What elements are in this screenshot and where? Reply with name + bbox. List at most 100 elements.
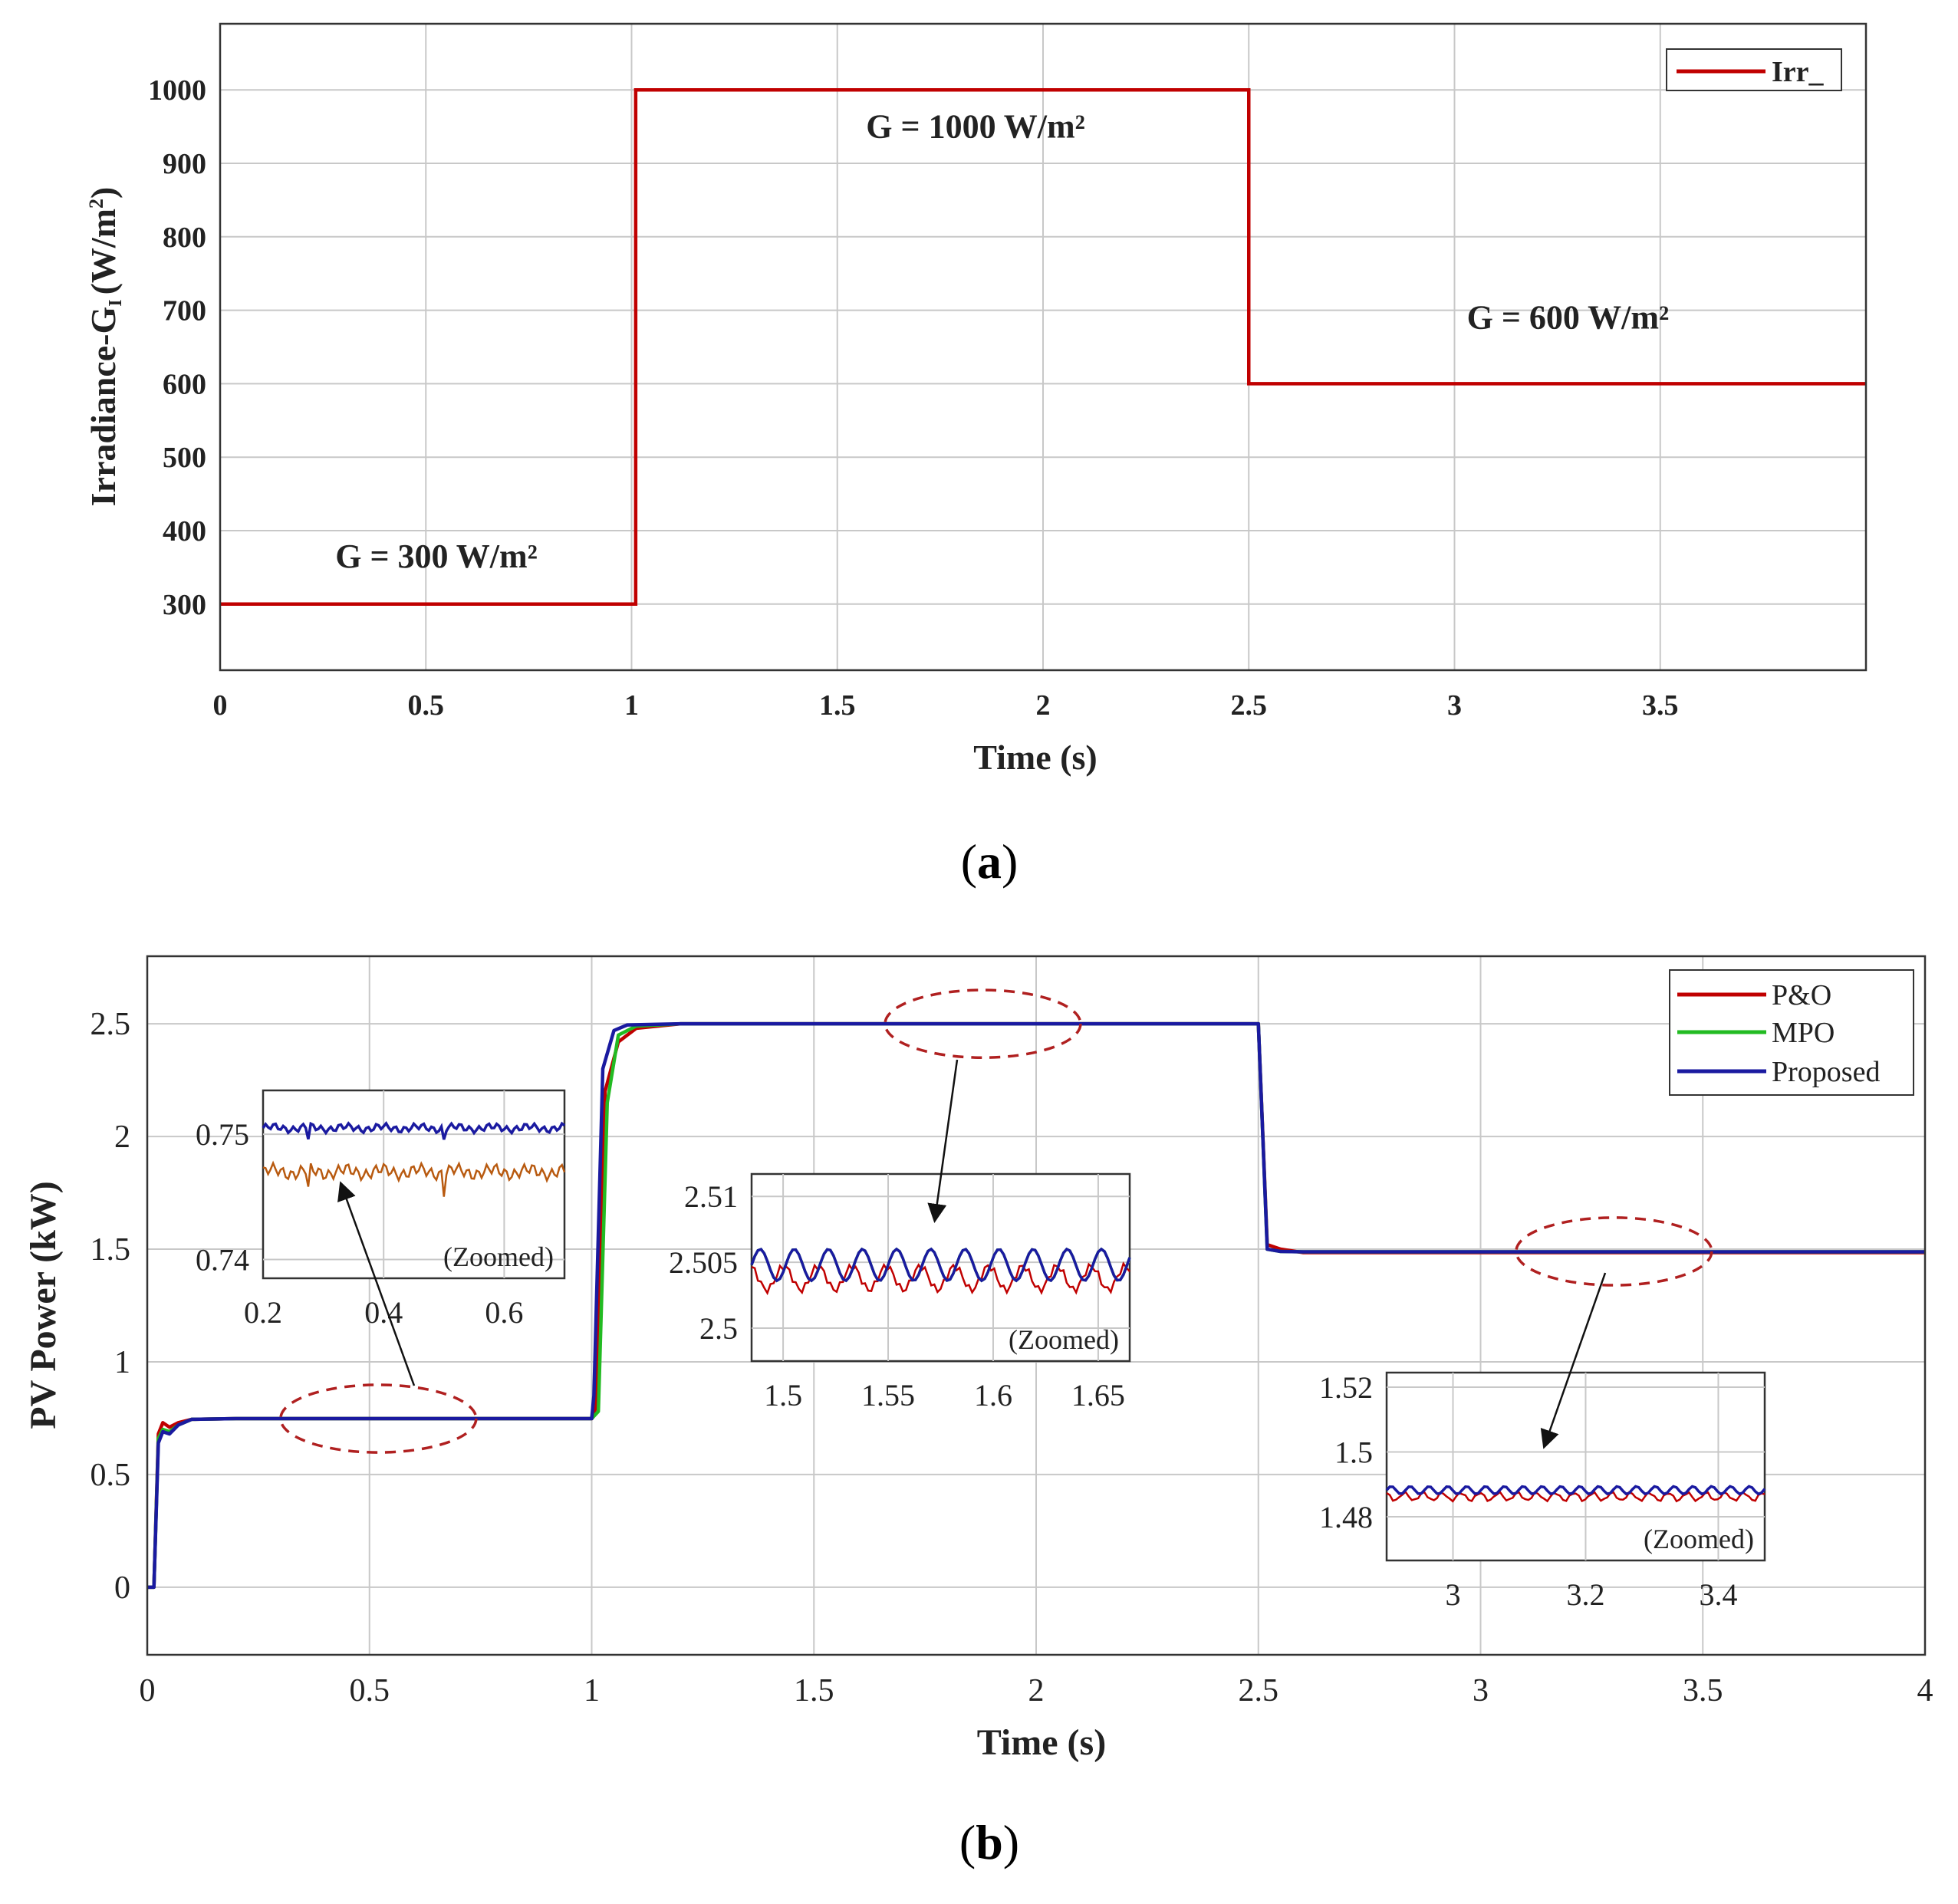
panel-b-xtick-label: 1.5 (794, 1673, 834, 1708)
panel-b-zoom-arrow (337, 1181, 416, 1386)
panel-b-inset-ytick-label: 0.74 (196, 1243, 249, 1278)
panel-a-series (220, 87, 1866, 607)
panel-b-legend-label-mpo: MPO (1772, 1017, 1835, 1049)
panel-b-inset-ytick-label: 1.48 (1319, 1500, 1373, 1534)
panel-b-xtick-label: 0.5 (350, 1673, 390, 1708)
panel-b-ytick-label: 0.5 (90, 1458, 131, 1493)
panel-a-ylabel-units-sup: 2 (85, 199, 107, 209)
panel-a-ytick-label: 800 (163, 222, 206, 254)
panel-b-inset-xtick-label: 1.55 (861, 1378, 915, 1412)
panel-b-chart: 0 0.5 1 1.5 2 2.5 3 3.5 400.511.522.5 0.2 0.4 0.60… (23, 955, 1933, 1869)
panel-a-ylabel-units-close: ) (84, 187, 123, 199)
panel-b-ytick-label: 2 (114, 1120, 130, 1155)
panel-b-xtick-label: 2.5 (1239, 1673, 1279, 1708)
panel-b-insets: 0.2 0.4 0.60.740.75(Zoomed)1.5 1.55 1.6 1.652… (196, 1089, 1766, 1612)
panel-b-inset-zoomed-label: (Zoomed) (1009, 1324, 1119, 1355)
panel-a-xtick-label: 2 (1036, 689, 1051, 722)
panel-a-xtick-label: 0.5 (408, 689, 445, 722)
panel-b-label: (b) (959, 1815, 1019, 1869)
panel-b-inset-xtick-label: 1.6 (974, 1378, 1012, 1412)
panel-b-legend-label-proposed: Proposed (1772, 1056, 1880, 1088)
panel-b-inset-zoomed-label: (Zoomed) (1644, 1524, 1754, 1554)
panel-b-inset-z1: 0.2 0.4 0.60.740.75(Zoomed) (196, 1089, 566, 1330)
panel-a-ticks: 0 0.5 1 1.5 2 2.5 3 3.5 300 400 500 600 700 800 900 100… (148, 74, 1679, 722)
panel-b-ytick-label: 1 (114, 1345, 130, 1380)
panel-b-legend-label-po: P&O (1772, 979, 1831, 1011)
panel-b-inset-zoomed-label: (Zoomed) (443, 1241, 554, 1272)
panel-b-ytick-label: 2.5 (90, 1007, 131, 1042)
panel-a-ytick-label: 700 (163, 295, 206, 327)
panel-a-legend-label-irr: Irr_ (1772, 56, 1825, 88)
panel-a-annotation: G = 300 W/m² (335, 538, 538, 575)
panel-a-annotation: G = 1000 W/m² (866, 107, 1085, 145)
panel-b-xtick-label: 0 (140, 1673, 156, 1708)
panel-a-xtick-label: 3.5 (1642, 689, 1679, 722)
panel-b-inset-ytick-label: 2.51 (684, 1179, 738, 1214)
panel-b-inset-frame (1385, 1371, 1766, 1562)
panel-b-inset-frame (262, 1089, 566, 1280)
panel-b-series (147, 1021, 1925, 1590)
panel-b-ylabel: PV Power (kW) (23, 1181, 64, 1429)
panel-b-inset-series-proposed (750, 1247, 1131, 1283)
panel-a-legend: Irr_ (1666, 48, 1842, 91)
panel-b-inset-series-proposed (1385, 1485, 1766, 1496)
panel-b-ticks: 0 0.5 1 1.5 2 2.5 3 3.5 400.511.522.5 (90, 1007, 1933, 1708)
panel-b-frame (146, 955, 1927, 1656)
panel-b-inset-xtick-label: 1.5 (764, 1378, 802, 1412)
panel-b-inset-xtick-label: 1.65 (1071, 1378, 1125, 1412)
panel-b-ytick-label: 1.5 (90, 1232, 131, 1268)
panel-b-ytick-label: 0 (114, 1570, 130, 1606)
panel-b-inset-xtick-label: 0.6 (485, 1295, 523, 1330)
panel-b-zoom-region-ellipse (1515, 1216, 1713, 1287)
panel-a-chart: 0 0.5 1 1.5 2 2.5 3 3.5 300 400 500 600 700 800 900 100… (84, 22, 1868, 889)
panel-b-xtick-label: 4 (1917, 1673, 1933, 1708)
panel-b-inset-ytick-label: 1.52 (1319, 1370, 1373, 1405)
panel-b-inset-ytick-label: 0.75 (196, 1117, 249, 1152)
panel-b-zoom-regions (279, 988, 1713, 1454)
panel-a-ytick-label: 1000 (148, 74, 206, 107)
panel-b-xtick-label: 3 (1473, 1673, 1489, 1708)
panel-a-label-letter: a (977, 834, 1002, 889)
panel-a-xlabel: Time (s) (973, 738, 1097, 777)
panel-a-xtick-label: 1 (624, 689, 639, 722)
panel-a-ylabel-main: Irradiance-G (84, 307, 123, 507)
panel-b-inset-series-proposed (262, 1121, 566, 1140)
panel-b-label-letter: b (976, 1815, 1003, 1869)
panel-b-inset-xtick-label: 3 (1445, 1577, 1460, 1612)
panel-b-legend: P&O MPO Proposed (1669, 969, 1914, 1096)
panel-b-inset-series-po (751, 1261, 1130, 1296)
panel-a-annotations: G = 300 W/m² G = 1000 W/m² G = 600 W/m² (335, 107, 1669, 574)
panel-b-inset-ytick-label: 2.5 (699, 1311, 738, 1346)
panel-b-zoom-region-ellipse (279, 1383, 478, 1454)
panel-b-inset-ytick-label: 1.5 (1334, 1435, 1373, 1469)
panel-b-xlabel: Time (s) (977, 1722, 1106, 1763)
panel-a-ytick-label: 500 (163, 442, 206, 474)
panel-a-frame (219, 22, 1868, 672)
panel-a-xtick-label: 3 (1447, 689, 1462, 722)
panel-a-ylabel-sub: I (106, 299, 126, 306)
panel-a-xtick-label: 0 (213, 689, 228, 722)
panel-a-ytick-label: 600 (163, 368, 206, 400)
panel-b-inset-ytick-label: 2.505 (669, 1245, 738, 1280)
panel-b-arrows (337, 1059, 1607, 1449)
panel-b-zoom-arrow (1540, 1272, 1607, 1449)
panel-a-ytick-label: 300 (163, 589, 206, 621)
panel-b-inset-xtick-label: 3.4 (1699, 1577, 1737, 1612)
panel-b-series-proposed-line (147, 1021, 1925, 1590)
panel-b-xtick-label: 2 (1028, 1673, 1045, 1708)
panel-b-xtick-label: 3.5 (1683, 1673, 1723, 1708)
panel-b-inset-series-po (1386, 1490, 1765, 1503)
panel-a-ylabel: Irradiance-GI (W/m2) (84, 187, 126, 507)
panel-a-xtick-label: 2.5 (1231, 689, 1268, 722)
panel-a-series-irr-line (220, 87, 1866, 607)
panel-b-zoom-region-ellipse (884, 988, 1082, 1059)
panel-a-ytick-label: 900 (163, 148, 206, 180)
panel-b-inset-series-po (262, 1160, 566, 1197)
panel-b-inset-xtick-label: 0.2 (244, 1295, 282, 1330)
panel-b-inset-z3: 3 3.2 3.4 1.48 1.5 1.52 (Zoomed) (1319, 1370, 1766, 1612)
panel-a-ylabel-units: (W/m (84, 209, 123, 294)
panel-a-annotation: G = 600 W/m² (1467, 299, 1670, 337)
panel-b-inset-xtick-label: 3.2 (1566, 1577, 1604, 1612)
panel-a-label: (a) (961, 834, 1018, 889)
